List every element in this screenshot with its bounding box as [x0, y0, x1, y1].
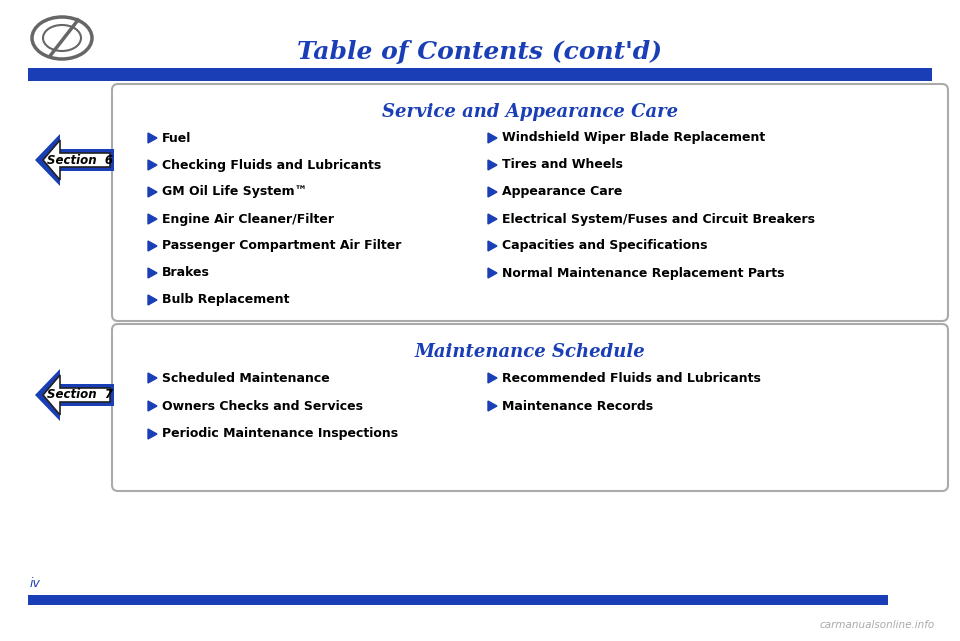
Text: Maintenance Records: Maintenance Records — [502, 399, 653, 413]
Text: Checking Fluids and Lubricants: Checking Fluids and Lubricants — [162, 158, 381, 172]
Text: Capacities and Specifications: Capacities and Specifications — [502, 240, 708, 253]
Polygon shape — [488, 401, 497, 411]
Polygon shape — [148, 187, 157, 197]
FancyBboxPatch shape — [28, 595, 888, 605]
Polygon shape — [43, 140, 110, 180]
Polygon shape — [148, 133, 157, 143]
Text: Recommended Fluids and Lubricants: Recommended Fluids and Lubricants — [502, 372, 761, 385]
Polygon shape — [488, 268, 497, 278]
Text: Scheduled Maintenance: Scheduled Maintenance — [162, 372, 329, 385]
Text: Bulb Replacement: Bulb Replacement — [162, 294, 290, 306]
Text: Section  7: Section 7 — [47, 388, 113, 401]
Polygon shape — [488, 187, 497, 197]
Polygon shape — [148, 373, 157, 383]
Text: Appearance Care: Appearance Care — [502, 185, 622, 199]
Polygon shape — [148, 214, 157, 224]
FancyBboxPatch shape — [112, 324, 948, 491]
Text: Engine Air Cleaner/Filter: Engine Air Cleaner/Filter — [162, 213, 334, 226]
Text: Electrical System/Fuses and Circuit Breakers: Electrical System/Fuses and Circuit Brea… — [502, 213, 815, 226]
FancyBboxPatch shape — [28, 68, 932, 81]
Text: Section  6: Section 6 — [47, 153, 113, 167]
Polygon shape — [488, 241, 497, 251]
Polygon shape — [35, 134, 114, 186]
Polygon shape — [148, 295, 157, 305]
Text: Brakes: Brakes — [162, 267, 210, 279]
Polygon shape — [43, 375, 110, 415]
FancyBboxPatch shape — [112, 84, 948, 321]
Polygon shape — [35, 369, 114, 421]
Text: GM Oil Life System™: GM Oil Life System™ — [162, 185, 307, 199]
Text: Tires and Wheels: Tires and Wheels — [502, 158, 623, 172]
Polygon shape — [148, 429, 157, 439]
Text: Fuel: Fuel — [162, 131, 191, 144]
Polygon shape — [148, 241, 157, 251]
Text: iv: iv — [30, 577, 41, 590]
Text: carmanualsonline.info: carmanualsonline.info — [820, 620, 935, 630]
Polygon shape — [488, 133, 497, 143]
Polygon shape — [488, 373, 497, 383]
Text: Table of Contents (cont'd): Table of Contents (cont'd) — [298, 40, 662, 64]
Polygon shape — [148, 401, 157, 411]
Polygon shape — [148, 160, 157, 170]
Polygon shape — [148, 268, 157, 278]
Text: Owners Checks and Services: Owners Checks and Services — [162, 399, 363, 413]
Text: Passenger Compartment Air Filter: Passenger Compartment Air Filter — [162, 240, 401, 253]
Text: Service and Appearance Care: Service and Appearance Care — [382, 103, 678, 121]
Text: Maintenance Schedule: Maintenance Schedule — [415, 343, 645, 361]
Polygon shape — [488, 214, 497, 224]
Text: Periodic Maintenance Inspections: Periodic Maintenance Inspections — [162, 428, 398, 440]
Text: Windshield Wiper Blade Replacement: Windshield Wiper Blade Replacement — [502, 131, 765, 144]
Text: Normal Maintenance Replacement Parts: Normal Maintenance Replacement Parts — [502, 267, 784, 279]
Polygon shape — [488, 160, 497, 170]
